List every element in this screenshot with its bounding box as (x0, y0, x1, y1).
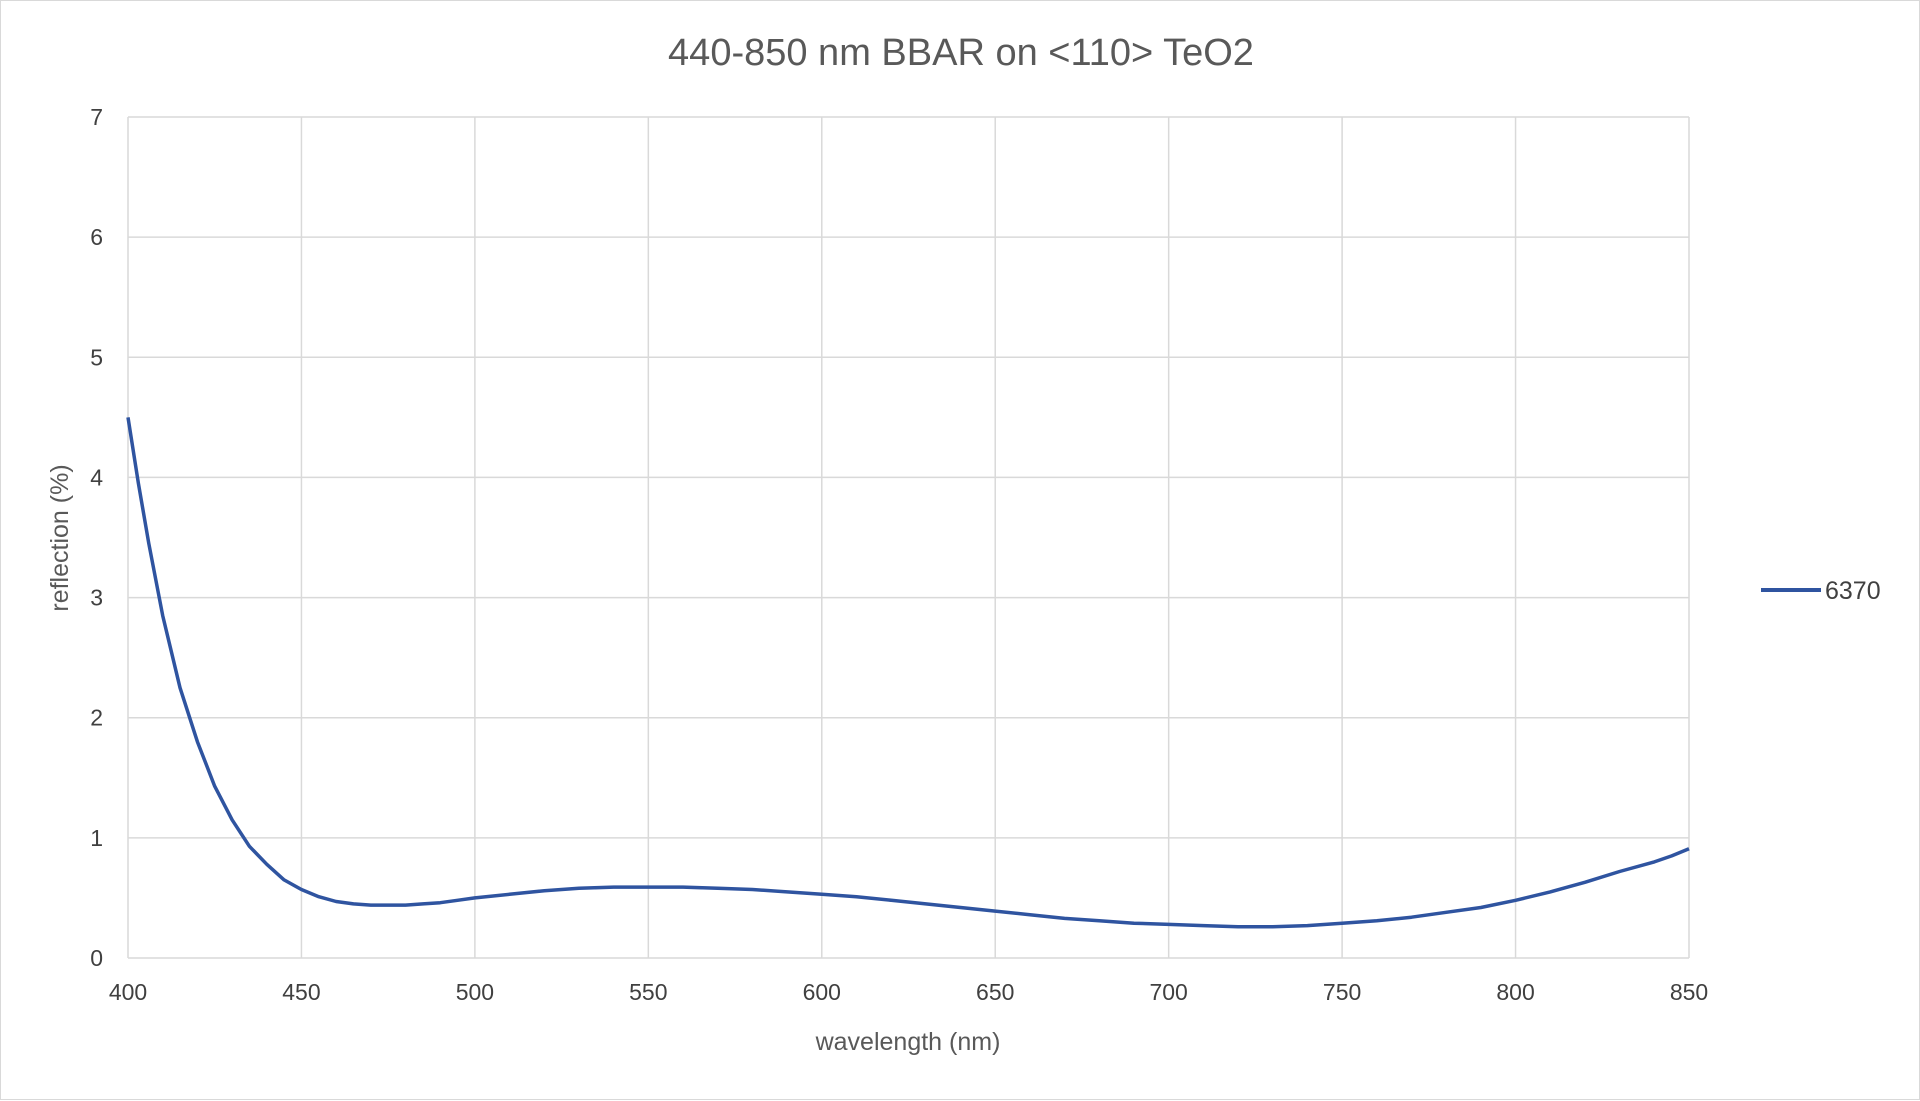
x-tick-label-500: 500 (456, 979, 494, 1005)
y-axis-ticks: 0 1 2 3 4 5 6 7 (90, 104, 103, 971)
series-layer (126, 417, 1690, 929)
x-tick-label-850: 850 (1670, 979, 1708, 1005)
x-tick-label-750: 750 (1323, 979, 1361, 1005)
grid-lines (127, 116, 1690, 959)
y-tick-label-7: 7 (90, 104, 103, 130)
x-axis-label: wavelength (nm) (815, 1028, 1001, 1056)
x-tick-label-650: 650 (976, 979, 1014, 1005)
x-tick-label-700: 700 (1149, 979, 1187, 1005)
y-tick-label-4: 4 (90, 464, 103, 490)
y-tick-label-2: 2 (90, 705, 103, 731)
y-axis-label: reflection (%) (46, 464, 74, 611)
y-tick-label-0: 0 (90, 945, 103, 971)
y-tick-label-6: 6 (90, 224, 103, 250)
x-tick-label-550: 550 (629, 979, 667, 1005)
y-tick-label-5: 5 (90, 344, 103, 370)
x-tick-label-600: 600 (803, 979, 841, 1005)
series-line-6370 (126, 417, 1690, 929)
y-tick-label-3: 3 (90, 585, 103, 611)
legend-label-6370: 6370 (1825, 577, 1881, 605)
chart-title: 440-850 nm BBAR on <110> TeO2 (668, 32, 1254, 74)
y-tick-label-1: 1 (90, 825, 103, 851)
legend: 6370 (1761, 577, 1881, 605)
x-tick-label-450: 450 (282, 979, 320, 1005)
x-tick-label-400: 400 (109, 979, 147, 1005)
x-tick-label-800: 800 (1496, 979, 1534, 1005)
x-axis-ticks: 400 450 500 550 600 650 700 750 800 850 (109, 979, 1708, 1005)
